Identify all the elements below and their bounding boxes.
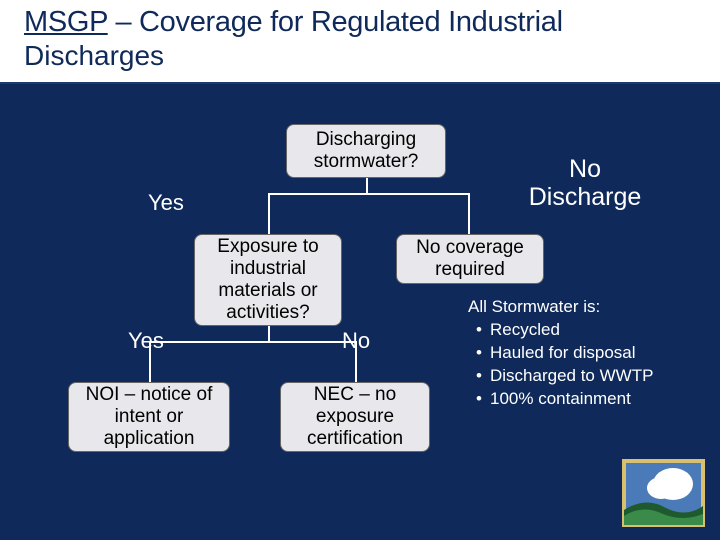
connector-line (149, 341, 357, 343)
list-item: •Discharged to WWTP (468, 365, 708, 388)
list-item: •100% containment (468, 388, 708, 411)
branch-yes-1: Yes (148, 190, 184, 216)
stormwater-conditions: All Stormwater is: •Recycled •Hauled for… (468, 296, 708, 411)
agency-logo-icon (621, 458, 706, 528)
node-nec-text: NEC – noexposurecertification (307, 384, 403, 450)
list-item-text: Hauled for disposal (490, 342, 636, 365)
connector-line (268, 193, 470, 195)
node-q1-text: Dischargingstormwater? (314, 129, 419, 173)
flowchart-diagram: Dischargingstormwater? Exposure toindust… (0, 100, 720, 540)
branch-no-discharge-l1: No (520, 156, 650, 184)
bullet-icon: • (468, 388, 490, 411)
list-item: •Recycled (468, 319, 708, 342)
title-rest: – Coverage for Regulated Industrial (108, 6, 563, 38)
connector-line (149, 341, 151, 382)
node-q1: Dischargingstormwater? (286, 124, 446, 178)
branch-no-discharge-l2: Discharge (520, 184, 650, 212)
page-title-line2: Discharges (24, 40, 702, 72)
bullet-icon: • (468, 319, 490, 342)
bullet-icon: • (468, 342, 490, 365)
list-item-text: Discharged to WWTP (490, 365, 653, 388)
list-item-text: 100% containment (490, 388, 631, 411)
node-nec: NEC – noexposurecertification (280, 382, 430, 452)
node-q2: Exposure toindustrialmaterials oractivit… (194, 234, 342, 326)
node-q2-text: Exposure toindustrialmaterials oractivit… (217, 236, 318, 323)
list-item-text: Recycled (490, 319, 560, 342)
connector-line (468, 193, 470, 234)
connector-line (366, 178, 368, 194)
bullet-icon: • (468, 365, 490, 388)
page-title-line1: MSGP – Coverage for Regulated Industrial (24, 6, 702, 39)
title-underlined: MSGP (24, 6, 108, 38)
connector-line (355, 341, 357, 382)
list-item: •Hauled for disposal (468, 342, 708, 365)
node-noi: NOI – notice ofintent orapplication (68, 382, 230, 452)
connector-line (268, 326, 270, 342)
side-heading: All Stormwater is: (468, 296, 708, 319)
title-bar: MSGP – Coverage for Regulated Industrial… (0, 0, 720, 84)
connector-line (268, 193, 270, 234)
node-no-coverage: No coveragerequired (396, 234, 544, 284)
branch-no-discharge: No Discharge (520, 156, 650, 211)
node-noi-text: NOI – notice ofintent orapplication (86, 384, 213, 450)
node-no-coverage-text: No coveragerequired (416, 237, 524, 281)
